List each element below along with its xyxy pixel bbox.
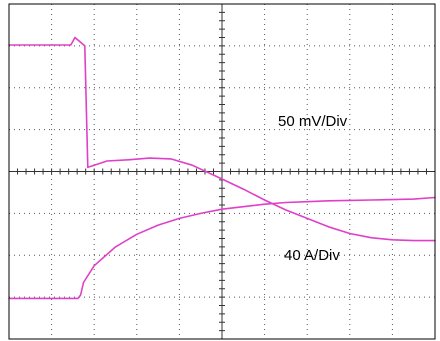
- graticule-grid: [9, 4, 435, 339]
- trace-layer: [8, 36, 436, 300]
- scope-border: [8, 3, 436, 340]
- voltage-trace: [8, 36, 436, 242]
- current-scale-label: 40 A/Div: [284, 247, 340, 264]
- voltage-scale-label: 50 mV/Div: [278, 113, 348, 130]
- current-trace: [8, 196, 436, 300]
